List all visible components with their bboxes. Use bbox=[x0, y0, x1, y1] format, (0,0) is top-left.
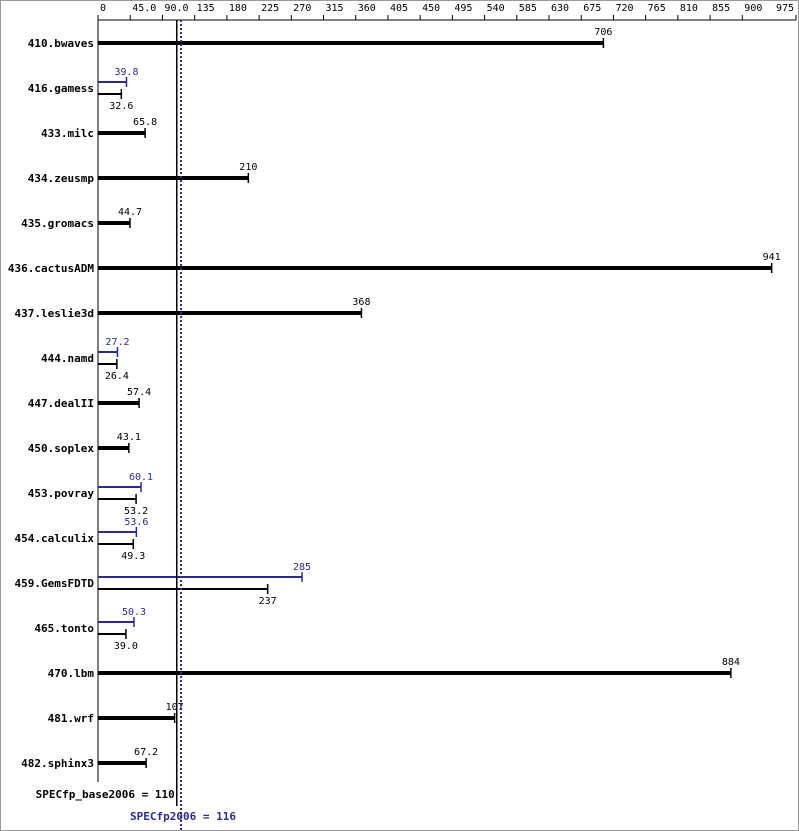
value-label: 57.4 bbox=[127, 387, 151, 398]
x-tick-label: 585 bbox=[519, 3, 537, 14]
x-tick-label: 975 bbox=[776, 3, 794, 14]
x-tick-label: 630 bbox=[551, 3, 569, 14]
value-label: 39.8 bbox=[114, 67, 138, 78]
category-label: 454.calculix bbox=[15, 532, 95, 545]
category-label: 416.gamess bbox=[28, 82, 94, 95]
category-label: 437.leslie3d bbox=[15, 307, 94, 320]
x-tick-label: 0 bbox=[100, 3, 106, 14]
x-tick-label: 225 bbox=[261, 3, 279, 14]
value-label: 32.6 bbox=[109, 101, 133, 112]
x-tick-label: 450 bbox=[422, 3, 440, 14]
x-tick-label: 675 bbox=[583, 3, 601, 14]
category-label: 482.sphinx3 bbox=[21, 757, 94, 770]
x-tick-label: 540 bbox=[487, 3, 505, 14]
category-label: 453.povray bbox=[28, 487, 95, 500]
value-label: 706 bbox=[594, 27, 612, 38]
category-label: 410.bwaves bbox=[28, 37, 94, 50]
value-label: 44.7 bbox=[118, 207, 142, 218]
value-label: 27.2 bbox=[105, 337, 129, 348]
category-label: 459.GemsFDTD bbox=[15, 577, 95, 590]
value-label: 941 bbox=[763, 252, 781, 263]
value-label: 26.4 bbox=[105, 371, 129, 382]
value-label: 285 bbox=[293, 562, 311, 573]
x-tick-label: 765 bbox=[648, 3, 666, 14]
value-label: 884 bbox=[722, 657, 740, 668]
value-label: 107 bbox=[166, 702, 184, 713]
category-label: 465.tonto bbox=[34, 622, 94, 635]
x-tick-label: 720 bbox=[615, 3, 633, 14]
value-label: 60.1 bbox=[129, 472, 153, 483]
x-tick-label: 495 bbox=[454, 3, 472, 14]
x-tick-label: 135 bbox=[197, 3, 215, 14]
category-label: 436.cactusADM bbox=[8, 262, 94, 275]
value-label: 210 bbox=[239, 162, 257, 173]
value-label: 67.2 bbox=[134, 747, 158, 758]
category-label: 435.gromacs bbox=[21, 217, 94, 230]
x-tick-label: 90.0 bbox=[164, 3, 188, 14]
category-label: 434.zeusmp bbox=[28, 172, 95, 185]
value-label: 237 bbox=[259, 596, 277, 607]
value-label: 43.1 bbox=[117, 432, 141, 443]
category-label: 447.dealII bbox=[28, 397, 94, 410]
value-label: 368 bbox=[352, 297, 370, 308]
value-label: 53.2 bbox=[124, 506, 148, 517]
x-tick-label: 855 bbox=[712, 3, 730, 14]
x-tick-label: 360 bbox=[358, 3, 376, 14]
value-label: 39.0 bbox=[114, 641, 138, 652]
category-label: 450.soplex bbox=[28, 442, 95, 455]
category-label: 444.namd bbox=[41, 352, 94, 365]
reference-label: SPECfp2006 = 116 bbox=[130, 810, 236, 823]
x-tick-label: 810 bbox=[680, 3, 698, 14]
category-label: 470.lbm bbox=[48, 667, 95, 680]
category-label: 433.milc bbox=[41, 127, 94, 140]
x-tick-label: 270 bbox=[293, 3, 311, 14]
value-label: 53.6 bbox=[124, 517, 148, 528]
category-label: 481.wrf bbox=[48, 712, 94, 725]
x-tick-label: 45.0 bbox=[132, 3, 156, 14]
value-label: 65.8 bbox=[133, 117, 157, 128]
x-tick-label: 315 bbox=[326, 3, 344, 14]
x-tick-label: 900 bbox=[744, 3, 762, 14]
value-label: 50.3 bbox=[122, 607, 146, 618]
x-tick-label: 180 bbox=[229, 3, 247, 14]
x-tick-label: 405 bbox=[390, 3, 408, 14]
value-label: 49.3 bbox=[121, 551, 145, 562]
reference-label: SPECfp_base2006 = 110 bbox=[36, 788, 175, 801]
